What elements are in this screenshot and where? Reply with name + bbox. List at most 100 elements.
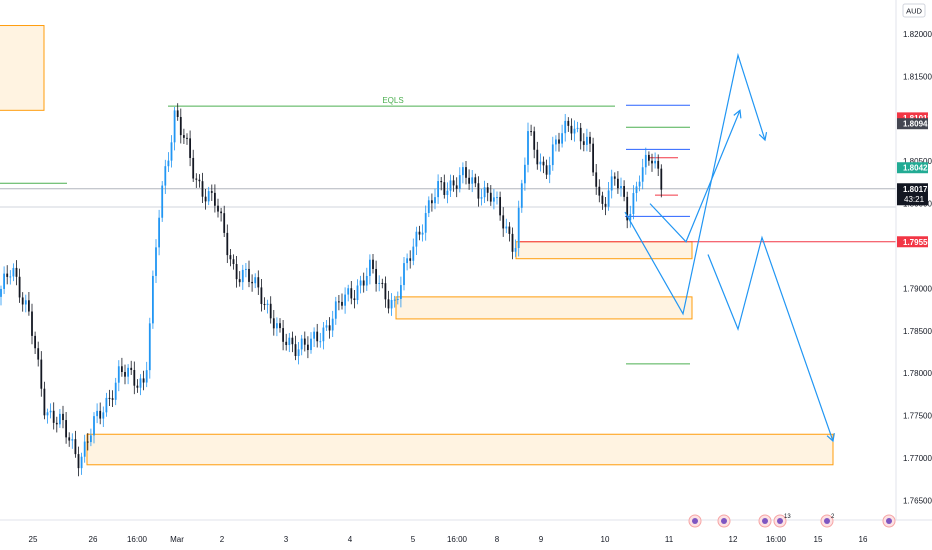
bar-countdown: 43:21 [904,195,925,204]
price-tick-6: 1.78000 [903,369,932,378]
candle [567,117,570,132]
candle [99,402,102,425]
economic-event-markers[interactable]: 13 2 [688,514,896,528]
event-flag-1[interactable] [717,514,731,528]
candle [238,271,241,287]
time-tick-7: 5 [411,535,416,544]
candle [111,390,114,408]
candle [214,184,216,213]
candle [15,260,18,286]
candle [415,226,418,256]
candle [536,141,539,170]
candle [192,149,195,182]
candle [142,370,145,391]
candle [198,174,201,188]
candle [52,402,55,430]
candle [613,172,616,186]
candle [648,151,650,166]
candle [579,122,582,150]
candle [167,152,170,173]
candle [189,130,191,167]
candle [632,185,635,220]
time-tick-1: 26 [89,535,98,544]
candle [449,174,452,197]
candle [186,133,188,145]
candle [297,342,300,365]
candle [344,287,346,314]
zone-1 [515,241,693,260]
time-tick-12: 11 [665,535,674,544]
event-flag-4[interactable]: 2 [820,514,835,528]
time-tick-5: 3 [284,535,289,544]
candle [55,416,58,433]
price-tick-9: 1.76500 [903,496,932,505]
candle [31,303,33,345]
candle [276,317,278,337]
candle [517,200,520,257]
candle [130,360,133,375]
candle [303,331,306,352]
time-axis[interactable]: 25 26 16:00 Mar 2 3 4 5 16:00 8 9 10 11 12 16:00 15 16 [29,535,868,544]
candle [353,290,356,309]
candle [564,113,567,142]
candle [427,196,430,218]
candle [266,299,269,314]
candle [74,430,77,458]
candle [421,224,424,242]
candle [483,180,486,203]
candle [477,176,480,207]
candle [443,174,446,199]
candle [384,276,387,308]
candle [245,263,247,278]
zone-3 [86,433,834,466]
candle [455,177,458,198]
time-tick-0: 25 [29,535,38,544]
candle [626,191,629,229]
candle [635,181,638,202]
candle [232,254,235,270]
time-tick-3: Mar [170,535,184,544]
time-tick-11: 10 [601,535,610,544]
candle [24,294,27,313]
event-flag-3[interactable]: 13 [773,514,791,528]
currency-label[interactable]: AUD [906,7,922,16]
candle [350,281,353,305]
candle [586,128,588,152]
candle [412,238,415,266]
candle [424,205,427,241]
candle [527,122,529,173]
projection-arrow-0 [624,52,766,316]
candle [288,332,291,353]
price-tick-2: 1.80500 [903,157,932,166]
candle [334,296,337,325]
zone-0 [0,25,45,111]
currency-button[interactable]: AUD [902,3,926,18]
event-flag-5[interactable] [882,514,896,528]
candle [338,294,340,311]
event-flag-2[interactable] [758,514,772,528]
candle [210,184,213,201]
candle [217,198,219,218]
candle [592,137,594,177]
candle [573,120,576,142]
projection-arrow-2 [707,235,834,442]
candle [170,135,173,168]
candle [570,118,573,141]
candle [49,403,52,419]
candle [291,331,294,353]
candle [272,309,275,336]
candle [83,434,86,463]
price-axis[interactable]: 1.820001.815001.805001.800001.790001.785… [903,30,932,505]
price-badge-label-4: 1.79550 [903,238,932,247]
candle [282,319,284,351]
time-tick-10: 9 [539,535,544,544]
candle [310,332,312,354]
candle [71,433,74,449]
candle [108,389,111,406]
candle [623,180,625,202]
candle [12,263,15,282]
candle [121,357,123,377]
event-flag-0[interactable] [688,514,702,528]
candle [294,335,297,361]
